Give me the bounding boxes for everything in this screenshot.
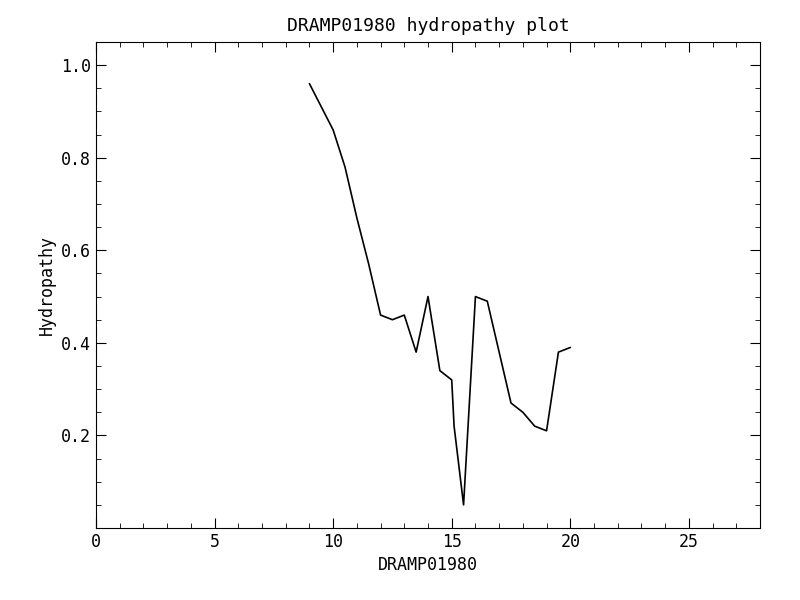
Title: DRAMP01980 hydropathy plot: DRAMP01980 hydropathy plot (286, 17, 570, 35)
X-axis label: DRAMP01980: DRAMP01980 (378, 556, 478, 574)
Y-axis label: Hydropathy: Hydropathy (38, 235, 55, 335)
